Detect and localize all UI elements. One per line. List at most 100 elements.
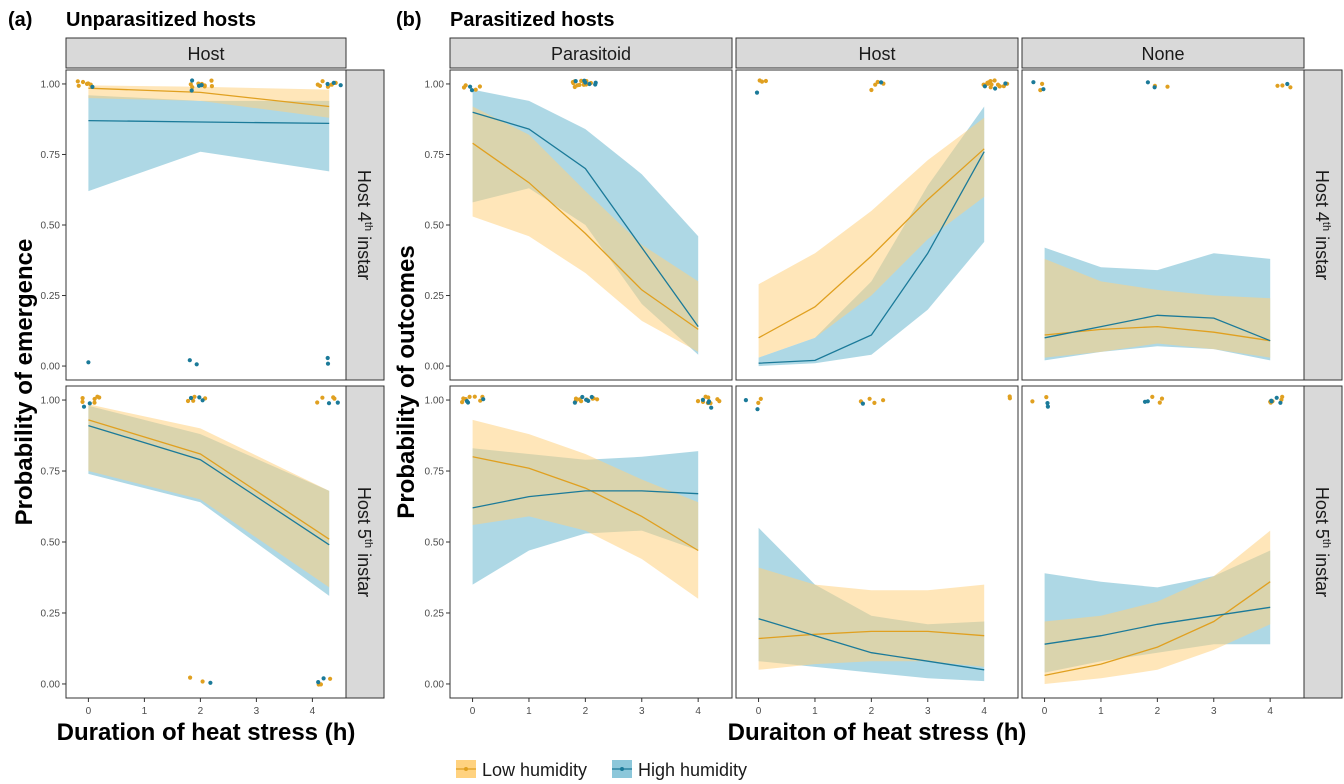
legend-label-low: Low humidity bbox=[482, 760, 587, 780]
x-tick-label: 3 bbox=[254, 706, 260, 717]
y-axis-title-b: Probability of outcomes bbox=[393, 245, 420, 518]
low-humidity-point bbox=[759, 79, 765, 84]
high-humidity-point bbox=[331, 80, 336, 85]
strip-parasitoid-label: Parasitoid bbox=[551, 44, 631, 64]
high-humidity-point bbox=[1041, 87, 1046, 92]
low-humidity-point bbox=[1150, 394, 1155, 399]
x-tick-label: 0 bbox=[756, 706, 762, 717]
y-tick-label: 0.00 bbox=[425, 679, 445, 690]
strip-none bbox=[1021, 37, 1305, 69]
x-tick-label: 1 bbox=[1098, 706, 1104, 717]
high-humidity-line bbox=[88, 119, 330, 125]
high-humidity-point bbox=[709, 405, 714, 410]
high-humidity-line bbox=[1044, 314, 1271, 342]
low-humidity-point bbox=[873, 82, 878, 87]
high-humidity-point bbox=[1045, 404, 1050, 409]
low-humidity-point bbox=[1007, 396, 1013, 401]
high-humidity-point bbox=[197, 395, 202, 400]
facet-b-6: 0.00 0.25 0.50 0.75 1.00 0 1 2 3 4 bbox=[425, 385, 733, 717]
low-humidity-point bbox=[461, 85, 467, 90]
high-humidity-point bbox=[700, 397, 706, 402]
high-humidity-point bbox=[187, 358, 192, 363]
low-humidity-point bbox=[995, 82, 1001, 87]
y-tick-label: 0.75 bbox=[425, 467, 445, 478]
low-humidity-ci-band bbox=[1044, 258, 1271, 358]
y-tick-label: 0.50 bbox=[41, 221, 61, 232]
facet-b-3: 0.00 0.25 0.50 0.75 1.00 bbox=[425, 69, 733, 381]
strip-host-a-label: Host bbox=[187, 44, 224, 64]
low-humidity-point bbox=[989, 82, 994, 87]
low-humidity-point bbox=[992, 78, 997, 83]
y-tick-label: 0.00 bbox=[425, 362, 445, 373]
low-humidity-line bbox=[758, 630, 985, 640]
high-humidity-point bbox=[194, 362, 199, 367]
high-humidity-point bbox=[321, 676, 326, 681]
high-humidity-point bbox=[316, 680, 321, 685]
high-humidity-line bbox=[1044, 606, 1271, 645]
x-tick-label: 4 bbox=[981, 706, 987, 717]
x-axis-title-a: Duration of heat stress (h) bbox=[57, 719, 356, 746]
x-tick-label: 2 bbox=[1155, 706, 1161, 717]
x-tick-label: 3 bbox=[639, 706, 645, 717]
high-humidity-point bbox=[325, 81, 330, 87]
low-humidity-point bbox=[188, 675, 193, 680]
low-humidity-point bbox=[1275, 83, 1280, 88]
high-humidity-point bbox=[755, 407, 760, 412]
low-humidity-point bbox=[315, 82, 320, 87]
y-tick-label: 0.75 bbox=[425, 150, 445, 161]
low-humidity-ci-band bbox=[758, 117, 985, 358]
high-humidity-point bbox=[87, 401, 92, 406]
low-humidity-point bbox=[869, 87, 874, 93]
high-humidity-line bbox=[472, 111, 699, 327]
low-humidity-point bbox=[1288, 85, 1293, 90]
facet-a-2: 0.00 0.25 0.50 0.75 1.00 0 1 2 3 4 bbox=[41, 385, 347, 717]
high-humidity-point bbox=[587, 81, 592, 87]
low-humidity-point bbox=[473, 87, 478, 92]
low-humidity-point bbox=[192, 394, 197, 399]
high-humidity-point bbox=[90, 84, 95, 89]
high-humidity-point bbox=[469, 88, 475, 93]
low-humidity-line bbox=[88, 87, 330, 108]
high-humidity-point bbox=[572, 400, 578, 405]
high-humidity-point bbox=[1269, 398, 1274, 403]
low-humidity-point bbox=[80, 399, 85, 404]
low-humidity-line bbox=[758, 148, 985, 339]
x-tick-label: 4 bbox=[310, 706, 316, 717]
low-humidity-line bbox=[472, 142, 699, 330]
low-humidity-point bbox=[472, 394, 477, 399]
low-humidity-point bbox=[315, 400, 320, 405]
panel-b-title: Parasitized hosts bbox=[450, 9, 615, 31]
panel-b-tag: (b) bbox=[396, 9, 422, 31]
high-humidity-point bbox=[81, 404, 87, 409]
low-humidity-point bbox=[1280, 394, 1285, 399]
y-tick-label: 0.50 bbox=[425, 538, 445, 549]
low-humidity-point bbox=[875, 79, 880, 85]
legend-key-high-dot bbox=[620, 767, 624, 771]
low-humidity-point bbox=[867, 396, 872, 401]
low-humidity-point bbox=[715, 397, 720, 402]
low-humidity-point bbox=[188, 82, 193, 87]
y-tick-label: 1.00 bbox=[41, 396, 61, 407]
high-humidity-point bbox=[860, 401, 866, 406]
facet-b-7: 0 1 2 3 4 bbox=[735, 385, 1019, 717]
low-humidity-point bbox=[320, 395, 325, 400]
high-humidity-point bbox=[879, 80, 884, 85]
y-tick-label: 0.00 bbox=[41, 679, 61, 690]
high-humidity-point bbox=[86, 360, 91, 365]
high-humidity-point bbox=[586, 398, 591, 403]
high-humidity-point bbox=[338, 83, 343, 88]
high-humidity-point bbox=[1145, 80, 1150, 85]
row-strip-a2 bbox=[345, 385, 385, 699]
legend: Low humidity High humidity bbox=[456, 760, 747, 780]
y-tick-label: 0.25 bbox=[41, 291, 61, 302]
high-humidity-point bbox=[743, 398, 749, 403]
high-humidity-point bbox=[199, 83, 204, 88]
row-strips: Host 4th instar Host 5th instar Host 4th… bbox=[345, 69, 1343, 699]
high-humidity-point bbox=[1152, 85, 1157, 90]
y-tick-label: 0.75 bbox=[41, 467, 61, 478]
strip-host-b bbox=[735, 37, 1019, 69]
y-tick-label: 0.50 bbox=[425, 221, 445, 232]
low-humidity-point bbox=[185, 398, 191, 404]
x-tick-label: 2 bbox=[869, 706, 875, 717]
high-humidity-point bbox=[754, 90, 760, 95]
